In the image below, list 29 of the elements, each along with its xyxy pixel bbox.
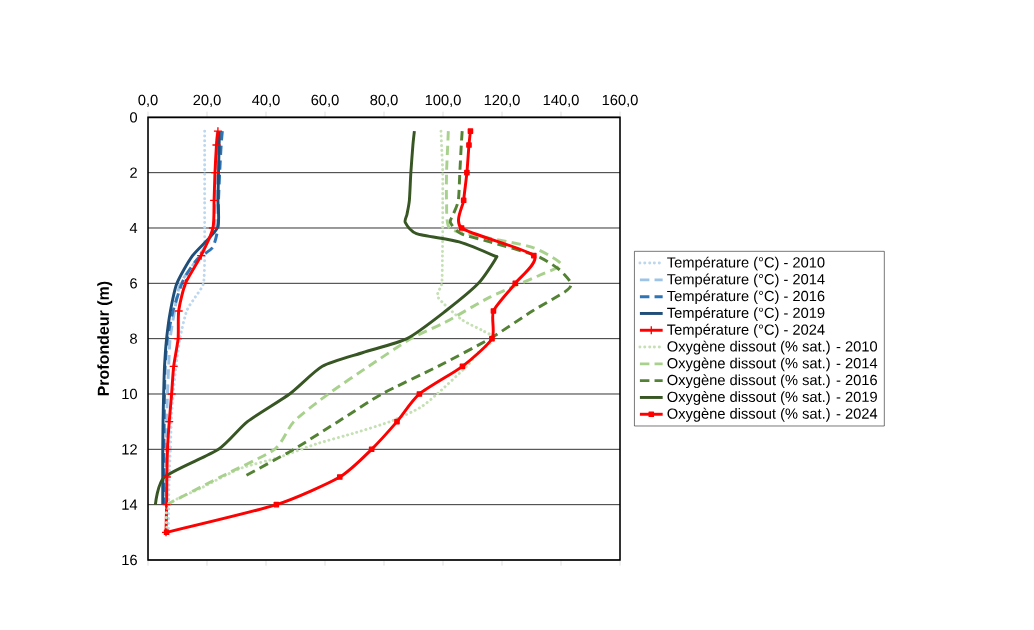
y-tick-label: 12: [122, 444, 137, 455]
legend-label: Oxygène dissout (% sat.) - 2019: [667, 391, 877, 405]
x-tick-label: 80,0: [370, 94, 398, 107]
legend-label: Oxygène dissout (% sat.) - 2014: [667, 357, 878, 372]
legend-label: Température (°C) - 2024: [667, 323, 825, 338]
legend-label: Température (°C) - 2010: [667, 256, 825, 271]
y-tick-label: 14: [122, 499, 138, 510]
y-tick-label: 16: [122, 554, 137, 566]
y-tick-label: 10: [122, 388, 138, 400]
legend-label: Oxygène dissout (% sat.) - 2016: [667, 374, 877, 389]
legend-label: Température (°C) - 2014: [667, 273, 825, 288]
y-tick-label: 0: [130, 112, 138, 123]
y-axis-title: Profondeur (m): [97, 281, 113, 396]
y-tick-label: 2: [130, 167, 137, 178]
y-tick-label: 8: [130, 333, 137, 344]
x-tick-label: 100,0: [425, 94, 461, 107]
y-tick-label: 4: [129, 222, 138, 234]
x-tick-label: 60,0: [311, 94, 339, 107]
x-tick-label: 0,0: [138, 94, 158, 107]
x-tick-label: 20,0: [193, 94, 221, 107]
legend-label: Température (°C) - 2019: [667, 307, 825, 321]
y-tick-label: 6: [130, 278, 137, 289]
legend-label: Oxygène dissout (% sat.) - 2010: [667, 340, 878, 355]
legend-label: Oxygène dissout (% sat.) - 2024: [667, 407, 878, 422]
x-tick-label: 160,0: [602, 94, 638, 107]
x-tick-label: 140,0: [543, 94, 579, 107]
x-tick-label: 120,0: [484, 94, 520, 107]
legend-label: Température (°C) - 2016: [667, 290, 825, 305]
x-tick-label: 40,0: [252, 94, 280, 107]
